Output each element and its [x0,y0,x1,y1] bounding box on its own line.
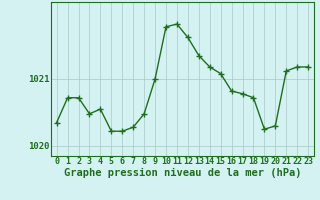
X-axis label: Graphe pression niveau de la mer (hPa): Graphe pression niveau de la mer (hPa) [64,168,301,178]
